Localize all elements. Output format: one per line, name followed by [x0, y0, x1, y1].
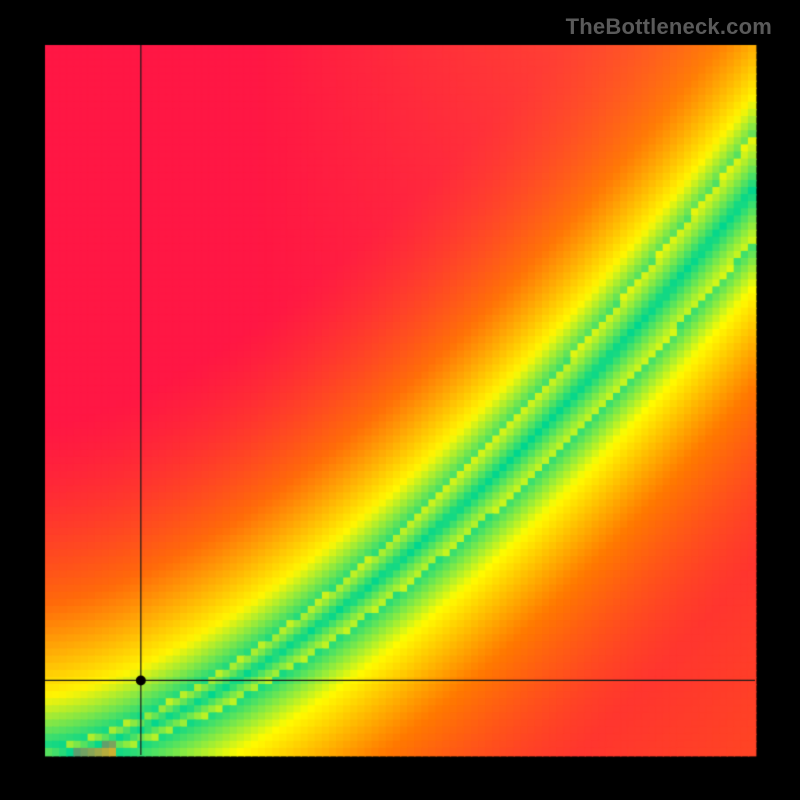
- bottleneck-heatmap: [0, 0, 800, 800]
- watermark-text: TheBottleneck.com: [566, 14, 772, 40]
